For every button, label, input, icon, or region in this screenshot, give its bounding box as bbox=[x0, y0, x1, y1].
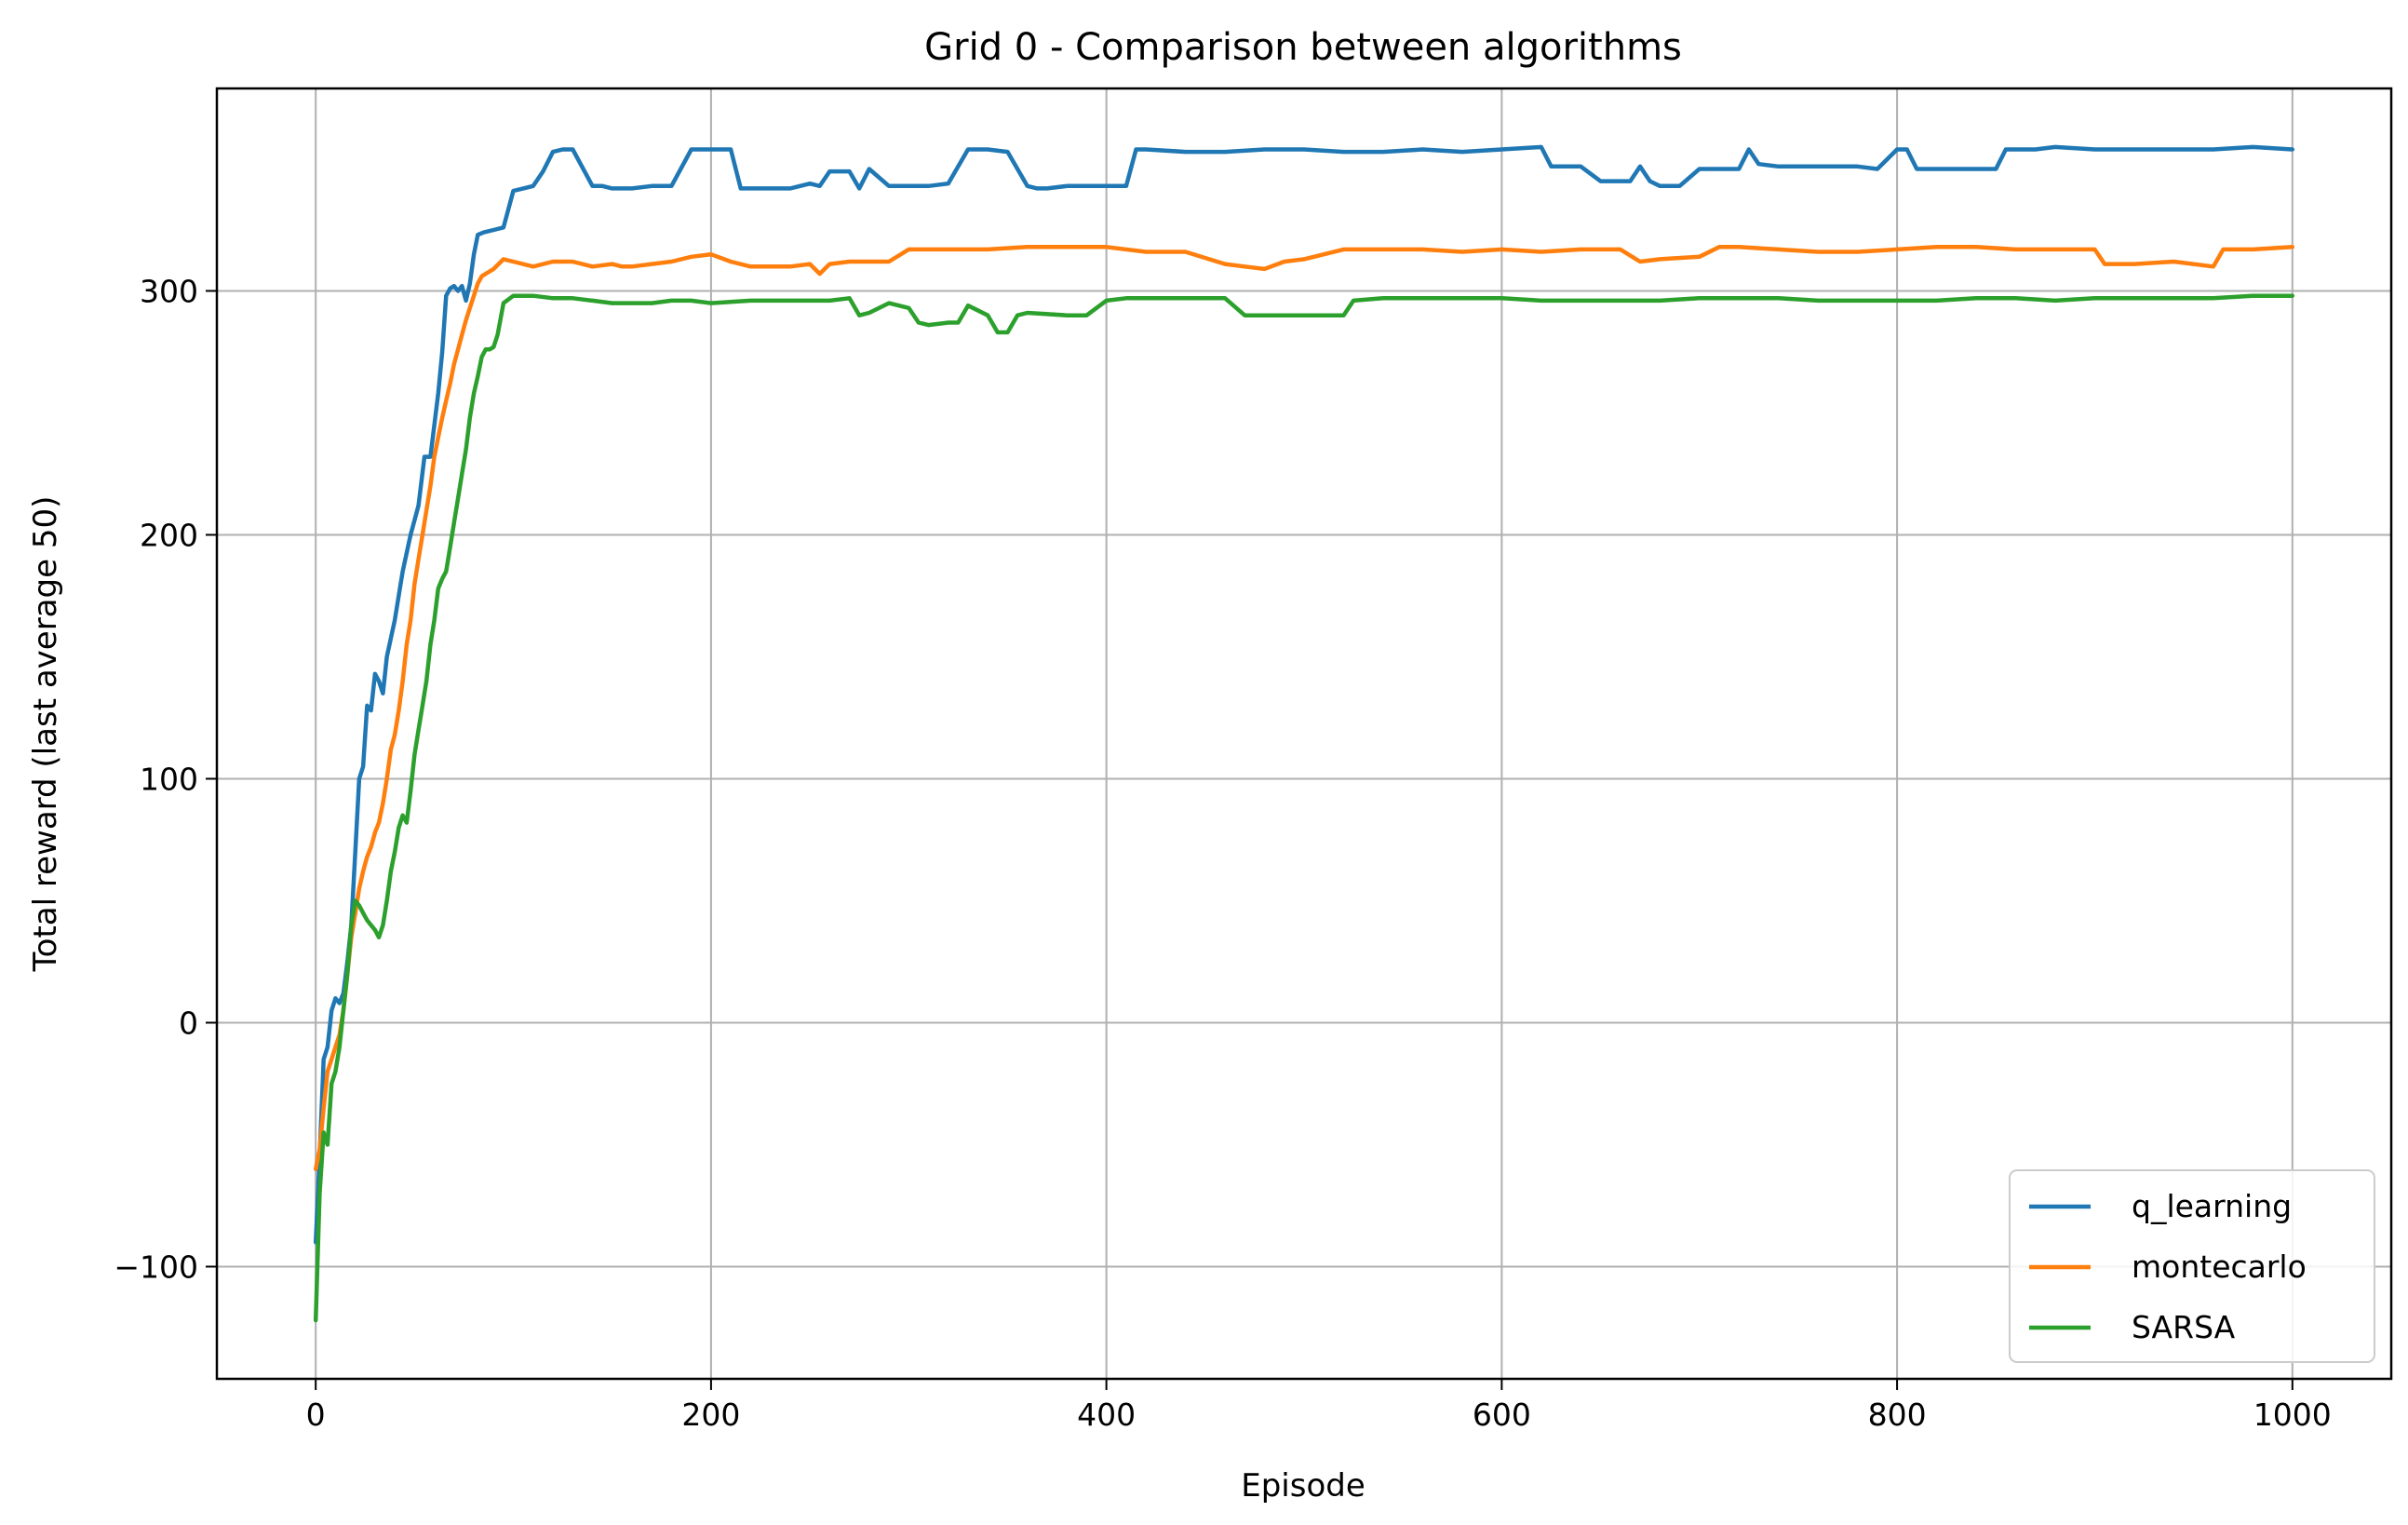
x-tick-label: 200 bbox=[681, 1397, 740, 1433]
x-tick-label: 800 bbox=[1868, 1397, 1927, 1433]
y-tick-label: 0 bbox=[179, 1005, 198, 1041]
x-tick-label: 600 bbox=[1473, 1397, 1531, 1433]
x-tick-label: 0 bbox=[306, 1397, 326, 1433]
chart-title: Grid 0 - Comparison between algorithms bbox=[924, 26, 1682, 69]
legend-label-q-learning: q_learning bbox=[2132, 1188, 2292, 1224]
series-lines bbox=[313, 144, 2295, 1323]
y-tick-label: 300 bbox=[140, 273, 198, 309]
x-tick-label: 400 bbox=[1077, 1397, 1136, 1433]
y-tick-label: −100 bbox=[114, 1248, 198, 1285]
plot-area-frame bbox=[215, 87, 2393, 1381]
legend-label-montecarlo: montecarlo bbox=[2132, 1248, 2307, 1285]
x-axis-label: Episode bbox=[1241, 1467, 1365, 1505]
y-tick-label: 100 bbox=[140, 761, 198, 797]
legend-entries: q_learning montecarlo SARSA bbox=[2029, 1188, 2307, 1345]
legend-label-sarsa: SARSA bbox=[2132, 1309, 2236, 1345]
y-axis-label: Total reward (last average 50) bbox=[27, 496, 64, 973]
series-line-q-learning bbox=[313, 144, 2295, 1245]
axis-ticks: 0 200 400 600 800 1000 −100 0 100 200 300 bbox=[114, 273, 2331, 1433]
legend-box bbox=[2009, 1169, 2375, 1363]
x-tick-label: 1000 bbox=[2253, 1397, 2332, 1433]
series-line-montecarlo bbox=[313, 245, 2295, 1171]
y-tick-label: 200 bbox=[140, 517, 198, 553]
legend: q_learning montecarlo SARSA bbox=[2009, 1169, 2375, 1363]
series-line-sarsa bbox=[313, 293, 2295, 1323]
